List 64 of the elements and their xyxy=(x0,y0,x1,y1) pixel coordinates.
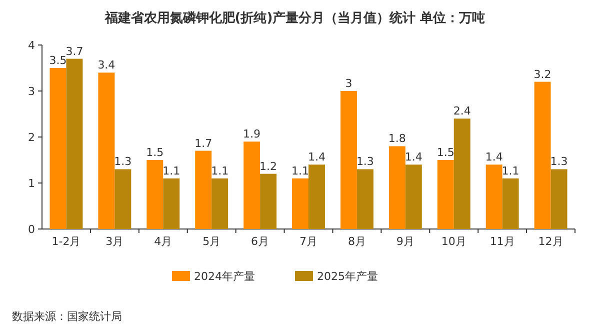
data-label: 3.5 xyxy=(49,54,67,67)
bar xyxy=(340,91,357,229)
x-tick-label: 9月 xyxy=(396,235,414,248)
data-label: 1.3 xyxy=(550,155,568,168)
x-tick-label: 10月 xyxy=(441,235,466,248)
bar xyxy=(454,118,470,229)
bar xyxy=(114,169,132,229)
x-tick-label: 5月 xyxy=(202,235,221,248)
bar xyxy=(308,164,325,229)
x-tick-label: 3月 xyxy=(106,235,124,248)
bar xyxy=(98,72,115,229)
x-tick-label: 4月 xyxy=(154,235,172,248)
y-tick-label: 2 xyxy=(28,131,35,144)
data-label: 1.9 xyxy=(243,128,261,141)
data-label: 3 xyxy=(345,77,352,90)
bar xyxy=(260,174,277,229)
bar xyxy=(356,169,374,229)
bar xyxy=(163,178,180,229)
bar xyxy=(212,178,228,229)
data-label: 1.1 xyxy=(162,164,180,178)
y-tick-label: 1 xyxy=(28,177,35,190)
data-label: 3.4 xyxy=(98,58,116,72)
data-label: 1.4 xyxy=(485,150,503,164)
x-tick-label: 11月 xyxy=(490,235,515,248)
data-label: 1.5 xyxy=(146,146,164,159)
bar xyxy=(550,169,568,229)
bar xyxy=(502,178,519,229)
data-label: 1.8 xyxy=(388,132,406,146)
data-label: 3.2 xyxy=(534,68,552,81)
y-tick-label: 0 xyxy=(28,223,35,236)
data-label: 1.7 xyxy=(194,136,212,150)
bar xyxy=(405,164,422,229)
bar xyxy=(486,164,502,229)
y-tick-label: 3 xyxy=(28,85,35,98)
bar xyxy=(50,68,66,229)
data-label: 1.4 xyxy=(404,150,422,164)
bar xyxy=(244,142,260,229)
data-label: 1.3 xyxy=(114,155,132,168)
bar xyxy=(146,160,164,229)
bar xyxy=(534,82,551,229)
x-tick-label: 12月 xyxy=(538,235,564,248)
bar xyxy=(292,178,308,229)
data-label: 2.4 xyxy=(453,104,471,118)
x-tick-label: 8月 xyxy=(348,235,366,248)
data-label: 1.1 xyxy=(211,164,229,178)
legend-label: 2024年产量 xyxy=(194,270,255,283)
chart-title: 福建省农用氮磷钾化肥(折纯)产量分月（当月值）统计 单位：万吨 xyxy=(104,10,486,26)
data-label: 1.3 xyxy=(356,155,374,168)
source-note: 数据来源：国家统计局 xyxy=(12,310,122,323)
bar xyxy=(195,150,212,229)
bar xyxy=(388,146,406,229)
x-tick-label: 1-2月 xyxy=(52,235,81,248)
data-label: 1.2 xyxy=(260,160,278,173)
data-label: 3.7 xyxy=(66,44,84,58)
data-label: 1.1 xyxy=(502,164,520,178)
bar xyxy=(437,160,454,229)
x-tick-label: 6月 xyxy=(251,235,270,248)
data-label: 1.1 xyxy=(292,164,310,178)
bar xyxy=(66,58,83,229)
x-tick-label: 7月 xyxy=(300,235,318,248)
legend-label: 2025年产量 xyxy=(317,270,378,283)
data-label: 1.5 xyxy=(436,146,454,159)
y-tick-label: 4 xyxy=(28,39,35,52)
data-label: 1.4 xyxy=(308,150,326,164)
